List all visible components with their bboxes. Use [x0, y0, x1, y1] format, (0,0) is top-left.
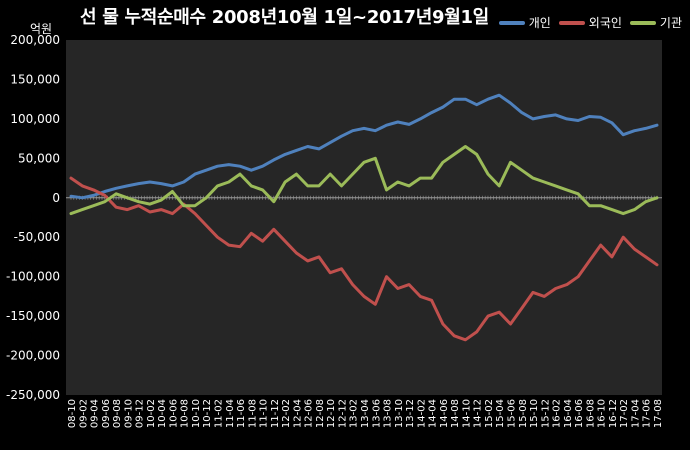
legend-label-individual: 개인 [528, 16, 551, 30]
x-tick-label-26: 13-04 [360, 399, 371, 428]
x-tick-label-42: 15-12 [540, 399, 551, 428]
x-tick-label-7: 10-02 [146, 399, 157, 428]
x-tick-label-0: 08-10 [67, 399, 78, 428]
x-tick-label-12: 10-12 [202, 399, 213, 428]
y-tick-label-3: 50,000 [18, 151, 60, 165]
x-tick-label-9: 10-06 [168, 399, 179, 428]
x-tick-label-16: 11-08 [247, 399, 258, 428]
x-tick-label-36: 14-12 [473, 399, 484, 428]
x-tick-label-25: 13-02 [349, 399, 360, 428]
legend-swatch-foreign [558, 20, 585, 25]
y-axis-label: 억원 [30, 22, 53, 36]
x-tick-label-32: 14-04 [428, 399, 439, 428]
x-tick-label-24: 12-12 [337, 399, 348, 428]
x-tick-label-1: 09-02 [78, 399, 89, 428]
y-tick-label-6: -100,000 [6, 270, 60, 284]
x-tick-label-29: 13-10 [394, 399, 405, 428]
x-tick-label-13: 11-02 [214, 399, 225, 428]
x-tick-label-20: 12-04 [292, 399, 303, 428]
x-tick-label-37: 15-02 [484, 399, 495, 428]
x-tick-label-15: 11-06 [236, 399, 247, 428]
legend-swatch-individual [498, 20, 525, 25]
y-axis: 200,000 150,000 100,000 50,000 0 -50,000 -100,… [6, 33, 60, 402]
x-tick-label-46: 16-08 [585, 399, 596, 428]
x-tick-label-48: 16-12 [608, 399, 619, 428]
y-tick-label-5: -50,000 [14, 230, 60, 244]
x-tick-label-23: 12-10 [326, 399, 337, 428]
x-tick-label-30: 13-12 [405, 399, 416, 428]
x-tick-label-18: 11-12 [270, 399, 281, 428]
x-tick-label-8: 10-04 [157, 399, 168, 428]
x-tick-label-33: 14-06 [439, 399, 450, 428]
x-tick-label-49: 17-02 [619, 399, 630, 428]
x-tick-label-31: 14-02 [416, 399, 427, 428]
x-tick-label-4: 09-08 [112, 399, 123, 428]
series-lines [69, 93, 659, 342]
y-tick-label-2: 100,000 [10, 112, 60, 126]
x-tick-label-21: 12-06 [304, 399, 315, 428]
legend: 개인 외국인 기관 [498, 14, 682, 31]
x-tick-label-22: 12-08 [315, 399, 326, 428]
x-tick-label-34: 14-08 [450, 399, 461, 428]
x-tick-label-50: 17-04 [630, 399, 641, 428]
legend-item-institution: 기관 [629, 14, 682, 31]
x-tick-label-2: 09-04 [90, 399, 101, 428]
legend-label-institution: 기관 [659, 16, 682, 30]
x-tick-label-39: 15-06 [507, 399, 518, 428]
x-tick-label-41: 15-10 [529, 399, 540, 428]
x-tick-label-38: 15-04 [495, 399, 506, 428]
series-line-0 [69, 93, 659, 200]
x-tick-label-27: 13-06 [371, 399, 382, 428]
x-axis-ticks [66, 195, 662, 200]
y-tick-label-1: 150,000 [10, 72, 60, 86]
x-tick-label-51: 17-06 [642, 399, 653, 428]
x-tick-label-6: 09-12 [135, 399, 146, 428]
legend-item-individual: 개인 [498, 14, 551, 31]
x-tick-label-14: 11-04 [225, 399, 236, 428]
x-tick-label-10: 10-08 [180, 399, 191, 428]
y-tick-label-8: -200,000 [6, 349, 60, 363]
x-tick-label-47: 16-10 [597, 399, 608, 428]
x-tick-label-19: 12-02 [281, 399, 292, 428]
x-tick-label-5: 09-10 [123, 399, 134, 428]
x-tick-label-44: 16-04 [563, 399, 574, 428]
x-tick-label-3: 09-06 [101, 399, 112, 428]
x-tick-label-11: 10-10 [191, 399, 202, 428]
x-tick-label-17: 11-10 [259, 399, 270, 428]
legend-item-foreign: 외국인 [558, 14, 622, 31]
chart-title: 선 물 누적순매수 2008년10월 1일~2017년9월1일 [80, 7, 489, 28]
x-tick-label-40: 15-08 [518, 399, 529, 428]
y-tick-label-9: -250,000 [6, 388, 60, 402]
x-tick-label-43: 16-02 [552, 399, 563, 428]
y-tick-label-4: 0 [52, 191, 60, 205]
x-tick-label-45: 16-06 [574, 399, 585, 428]
legend-label-foreign: 외국인 [588, 16, 622, 30]
series-line-1 [69, 176, 659, 342]
x-tick-label-52: 17-08 [653, 399, 664, 428]
x-tick-label-35: 14-10 [461, 399, 472, 428]
legend-swatch-institution [629, 20, 656, 25]
plot-area [66, 40, 662, 395]
y-tick-label-0: 200,000 [10, 33, 60, 47]
x-tick-label-28: 13-08 [383, 399, 394, 428]
series-line-2 [69, 145, 659, 216]
x-axis: 08-10 09-02 09-04 09-06 09-08 09-10 09-12 10-02… [67, 399, 664, 428]
y-tick-label-7: -150,000 [6, 309, 60, 323]
